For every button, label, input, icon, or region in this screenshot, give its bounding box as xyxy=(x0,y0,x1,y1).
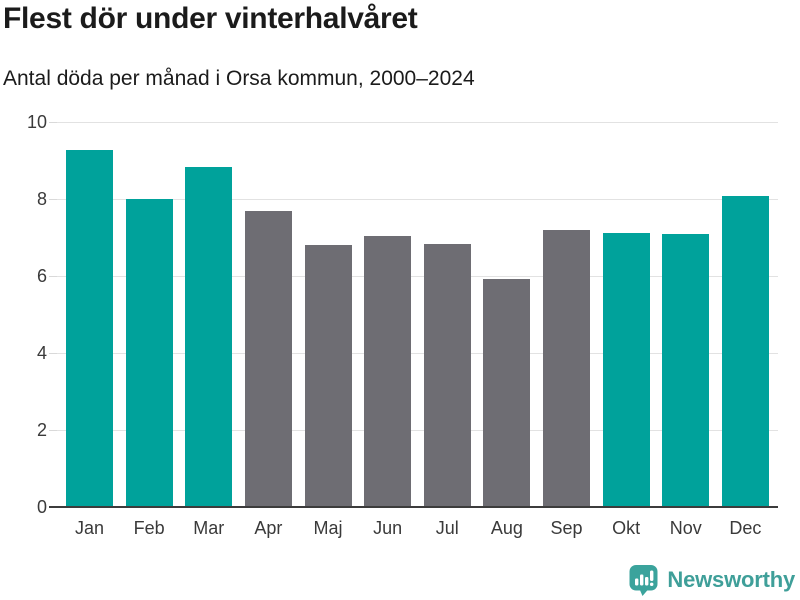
x-tick-label-okt: Okt xyxy=(612,518,641,538)
bar-okt xyxy=(602,232,650,507)
bar-jun xyxy=(364,236,412,507)
plot-area: 0 2 4 6 8 10 xyxy=(27,113,778,516)
bar-nov xyxy=(662,234,710,507)
x-tick-label-mar: Mar xyxy=(193,518,225,538)
y-tick-label-0: 0 xyxy=(36,497,47,517)
x-tick-label-sep: Sep xyxy=(550,518,583,538)
x-tick-label-feb: Feb xyxy=(133,518,165,538)
y-tick-0 xyxy=(49,506,57,508)
bar-apr xyxy=(244,211,292,507)
gridline-10 xyxy=(57,122,778,123)
gridline-6 xyxy=(57,276,778,277)
newsworthy-logo-icon xyxy=(629,564,658,596)
y-tick-2 xyxy=(49,430,57,431)
x-axis-line xyxy=(57,506,778,508)
x-tick-label-jun: Jun xyxy=(373,518,403,538)
gridline-8 xyxy=(57,199,778,200)
x-axis-labels: Jan Feb Mar Apr Maj Jun Jul Aug Sep Okt Nov Dec xyxy=(57,518,778,539)
bar-mar xyxy=(185,166,233,507)
bar-maj xyxy=(304,245,352,507)
y-tick-10 xyxy=(49,122,57,123)
bar-sep xyxy=(543,229,590,507)
x-tick-label-aug: Aug xyxy=(490,518,523,538)
bars-container xyxy=(57,122,778,507)
x-tick-label-jul: Jul xyxy=(435,518,459,538)
y-tick-4 xyxy=(49,353,57,354)
gridline-4 xyxy=(57,353,778,354)
brand-name: Newsworthy xyxy=(667,567,795,592)
chart-subtitle: Antal döda per månad i Orsa kommun, 2000… xyxy=(3,67,475,90)
y-tick-label-4: 4 xyxy=(36,343,47,363)
y-tick-label-2: 2 xyxy=(36,420,47,440)
bar-aug xyxy=(483,279,531,507)
x-tick-label-nov: Nov xyxy=(669,518,702,538)
y-tick-label-8: 8 xyxy=(36,189,47,209)
bar-dec xyxy=(721,195,769,507)
y-tick-label-10: 10 xyxy=(26,112,47,132)
bar-feb xyxy=(125,199,173,507)
x-tick-label-dec: Dec xyxy=(729,518,762,538)
x-tick-label-jan: Jan xyxy=(74,518,105,538)
y-tick-8 xyxy=(49,199,57,200)
gridline-2 xyxy=(57,430,778,431)
bar-jul xyxy=(423,243,471,507)
x-tick-label-apr: Apr xyxy=(254,518,283,538)
brand-footer: Newsworthy xyxy=(627,563,795,597)
chart-title: Flest dör under vinterhalvåret xyxy=(3,2,418,35)
bar-jan xyxy=(66,149,113,507)
y-tick-label-6: 6 xyxy=(36,266,47,286)
y-tick-6 xyxy=(49,276,57,277)
x-tick-label-maj: Maj xyxy=(313,518,343,538)
